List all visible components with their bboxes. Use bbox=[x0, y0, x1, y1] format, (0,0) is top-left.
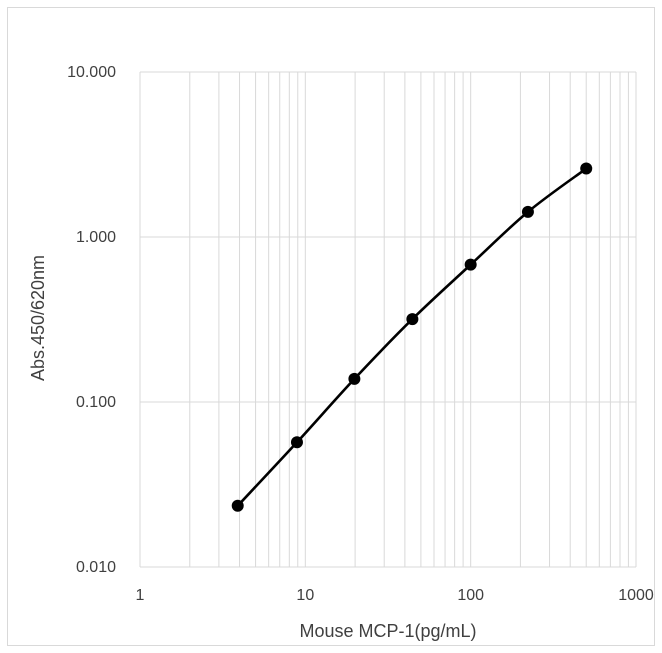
data-point bbox=[290, 436, 303, 449]
data-point bbox=[406, 313, 419, 326]
x-tick-label: 1 bbox=[136, 587, 145, 604]
x-tick-label: 1000 bbox=[618, 587, 654, 604]
y-tick-label: 0.010 bbox=[76, 559, 116, 576]
data-point bbox=[521, 205, 534, 218]
chart-frame bbox=[7, 7, 655, 646]
data-point bbox=[580, 162, 593, 175]
x-tick-label: 10 bbox=[296, 587, 314, 604]
y-tick-label: 10.000 bbox=[67, 64, 116, 81]
data-point bbox=[464, 258, 477, 271]
y-axis-title: Abs.450/620nm bbox=[28, 255, 48, 381]
x-tick-label: 100 bbox=[457, 587, 484, 604]
series-line bbox=[236, 167, 588, 507]
tick-labels: 1 10 100 1000 0.010 0.100 1.000 10.000 bbox=[67, 64, 654, 604]
y-tick-label: 0.100 bbox=[76, 394, 116, 411]
y-tick-label: 1.000 bbox=[76, 229, 116, 246]
data-point bbox=[231, 499, 244, 512]
x-axis-title: Mouse MCP-1(pg/mL) bbox=[299, 621, 476, 641]
data-series bbox=[231, 162, 593, 512]
grid-lines bbox=[139, 71, 637, 568]
data-point bbox=[348, 372, 361, 385]
